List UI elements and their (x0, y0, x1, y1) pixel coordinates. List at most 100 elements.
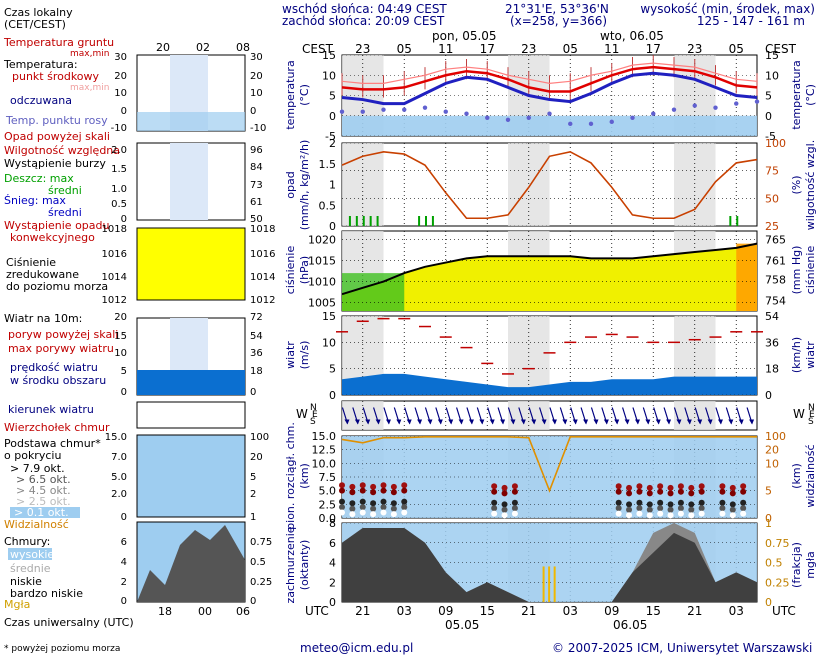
legend-tick: 10 (114, 88, 127, 99)
wind-tick-right: 36 (765, 336, 779, 349)
wind-arrow-head (645, 419, 651, 425)
cloud-base-dot (380, 498, 387, 505)
vis-tick-right: 5 (765, 485, 772, 498)
dew-point-dot (360, 109, 365, 114)
wind-arrow-head (344, 419, 350, 425)
legend-mid-point: punkt środkowy (12, 70, 100, 83)
legend-tick: 1018 (250, 224, 275, 235)
dew-point-dot (692, 103, 697, 108)
wind-tick-left: 5 (329, 363, 336, 376)
cloud-base-dot (657, 510, 664, 517)
utc-tick: 21 (355, 604, 370, 618)
legend-tick: 0 (121, 596, 127, 607)
vis-tick-right: 20 (765, 444, 779, 457)
rain-bar (355, 216, 358, 226)
legend-rain-max: Deszcz: max (4, 172, 74, 185)
prec-tick-left: 0 (329, 220, 336, 233)
pres-tick-left: 1015 (308, 254, 336, 267)
cloud-base-dot (636, 510, 643, 517)
cloud-base-dot (646, 512, 653, 519)
legend-tick: 1014 (102, 272, 127, 283)
night-band-1-2 (674, 143, 716, 226)
legend-local-time-sub: (CET/CEST) (4, 18, 66, 31)
cloud-tick-left: 2.5 (319, 498, 337, 511)
legend-tick: 1012 (102, 295, 127, 306)
temp-max-line (341, 62, 758, 84)
axis-cover-right2: mgła (804, 551, 817, 579)
dew-point-dot (505, 117, 511, 123)
legend-okt2: > 6.5 okt. (16, 473, 71, 486)
legend-tick: 73 (250, 180, 263, 191)
dew-point-dot (422, 105, 428, 110)
pressure-area (342, 243, 757, 311)
legend-tick: 36 (250, 348, 263, 359)
legend-conv: Wystąpienie opadu (4, 219, 109, 232)
cloud-base-dot (390, 511, 397, 518)
wind-arrow-head (406, 419, 412, 425)
cloud-base-dot (657, 499, 664, 506)
cloud-base-dot (646, 484, 653, 491)
legend-tick: 84 (250, 162, 263, 173)
pres-tick-left: 1020 (308, 233, 336, 246)
cloud-base-dot (657, 505, 664, 512)
wind-arrow-head (593, 419, 599, 425)
cloud-base-dot (349, 511, 356, 518)
cover-tick-left: 0 (329, 596, 336, 609)
legend-tick: 2.0 (111, 145, 127, 156)
legend-tick: 1016 (250, 249, 275, 260)
cloud-base-dot (667, 512, 674, 519)
dew-point-dot (402, 107, 407, 112)
vis-tick-right: 10 (765, 457, 779, 470)
wind-arrow-head (717, 419, 723, 425)
cloud-base-dot (359, 482, 366, 489)
legend-gust-above: poryw powyżej skali (8, 328, 118, 341)
legend-tick: -10 (111, 123, 127, 134)
axis-pres-right: (mm Hg) (790, 246, 803, 295)
temp-mid-line (341, 65, 758, 93)
legend-tick: 10 (250, 88, 263, 99)
cloud-base-dot (511, 510, 518, 517)
cloud-base-dot (698, 505, 705, 512)
legend-cest-tick: 20 (156, 41, 170, 54)
rain-bar (348, 216, 351, 226)
cloud-base-dot (677, 505, 684, 512)
wind-arrow-head (655, 419, 661, 425)
cloud-base-dot (380, 482, 387, 489)
wind-arrow-head (531, 419, 537, 425)
cloud-base-dot (615, 505, 622, 512)
legend-okt4: > 2.5 okt. (16, 495, 71, 508)
cloud-bg (342, 436, 757, 518)
night-band-3-1 (508, 316, 550, 395)
utc-label-right: UTC (772, 604, 796, 618)
cloud-base-dot (491, 483, 498, 490)
wind-speed-area (342, 373, 757, 395)
prec-tick-left: 0.5 (319, 199, 337, 212)
wind-arrow-head (572, 419, 578, 425)
cloud-base-dot (677, 488, 684, 495)
cest-tick: 05 (563, 42, 578, 56)
legend-tick: 20 (114, 312, 127, 323)
cloud-base-dot (501, 484, 508, 491)
axis-cover-left2: (oktanty) (298, 540, 311, 591)
footer-email[interactable]: meteo@icm.edu.pl (300, 641, 413, 655)
legend-tick: 7.0 (111, 452, 127, 463)
dew-point-dot (526, 115, 531, 120)
pressure-line (341, 242, 758, 296)
legend-tick: 0 (121, 214, 127, 225)
legend-tick: 72 (250, 312, 263, 323)
humidity-tick-right: 75 (765, 165, 779, 178)
axis-temp-right: temperatura (790, 60, 803, 129)
wind-tick-left: 10 (322, 336, 336, 349)
cloud-base-dot (511, 505, 518, 512)
cover-tick-left: 6 (329, 537, 336, 550)
elevation-values: 125 - 147 - 161 m (697, 14, 805, 28)
temp-tick-left: -5 (325, 130, 336, 143)
cloud-base-dot (370, 489, 377, 496)
temp-tick-right: 0 (765, 110, 772, 123)
humidity-line (341, 151, 758, 220)
axis-prec-left: opad (284, 171, 297, 198)
axis-wind-right: (km/h) (790, 337, 803, 373)
rain-bar (376, 216, 379, 226)
grid-text: (x=258, y=366) (510, 14, 607, 28)
cloud-base-dot (380, 509, 387, 516)
